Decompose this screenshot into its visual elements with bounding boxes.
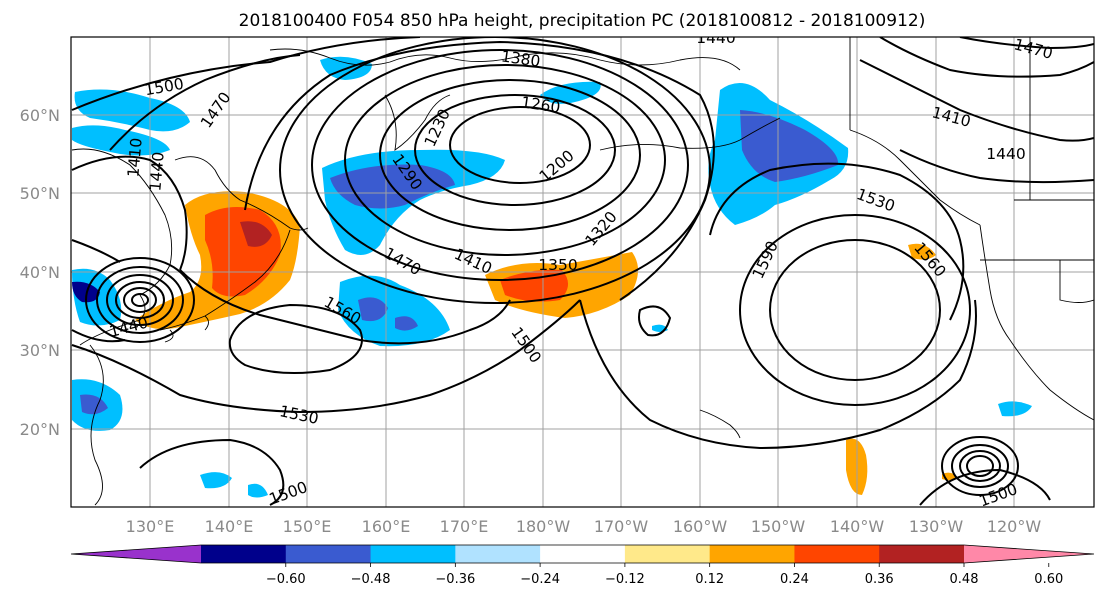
precip-shading <box>72 56 1032 498</box>
colorbar-tick-label: 0.24 <box>780 572 809 587</box>
lat-label: 60°N <box>20 106 60 125</box>
colorbar-swatch <box>370 545 456 563</box>
contour-label: 1440 <box>146 151 167 192</box>
colorbar-swatch <box>794 545 880 563</box>
height-contours <box>71 37 1094 506</box>
colorbar-tick-label: −0.60 <box>266 572 306 587</box>
lon-label: 170°E <box>440 517 489 536</box>
colorbar: −0.60 −0.48 −0.36 −0.24 −0.12 0.12 0.24 0.36 0.4… <box>70 544 1095 587</box>
lon-label: 180°W <box>516 517 571 536</box>
colorbar-tick-label: 0.12 <box>695 572 724 587</box>
colorbar-swatch <box>624 545 711 563</box>
colorbar-swatch <box>709 545 795 563</box>
contour-label: 1410 <box>124 137 145 178</box>
lon-label: 160°E <box>362 517 411 536</box>
contour-label: 1440 <box>696 29 735 47</box>
lat-label: 20°N <box>20 420 60 439</box>
lat-labels: 60°N 50°N 40°N 30°N 20°N <box>20 106 60 439</box>
lon-label: 150°W <box>751 517 806 536</box>
colorbar-tick-label: −0.36 <box>435 572 475 587</box>
colorbar-extend-low <box>71 545 201 563</box>
colorbar-extend-high <box>964 545 1094 563</box>
contour-label: 1380 <box>500 47 542 70</box>
colorbar-swatch <box>201 545 287 563</box>
lon-label: 140°E <box>205 517 254 536</box>
colorbar-tick-label: −0.12 <box>605 572 645 587</box>
colorbar-swatch <box>285 545 372 563</box>
map-panel: 1500 1470 1410 1440 1380 1440 1470 1260 … <box>70 29 1095 508</box>
lon-label: 130°E <box>126 517 175 536</box>
lat-label: 30°N <box>20 341 60 360</box>
lon-labels: 130°E 140°E 150°E 160°E 170°E 180°W 170°… <box>126 517 1042 536</box>
contour-label: 1260 <box>520 93 562 116</box>
contour-label: 1440 <box>986 145 1025 163</box>
colorbar-tick-label: 0.48 <box>950 572 979 587</box>
lat-label: 50°N <box>20 184 60 203</box>
map-frame <box>70 36 1095 508</box>
figure-title: 2018100400 F054 850 hPa height, precipit… <box>239 11 926 31</box>
colorbar-swatch <box>540 545 626 563</box>
colorbar-swatch <box>879 545 965 563</box>
colorbar-tick-label: −0.48 <box>351 572 391 587</box>
colorbar-tick-label: 0.36 <box>865 572 894 587</box>
colorbar-tick-label: 0.60 <box>1034 572 1063 587</box>
lon-label: 160°W <box>673 517 728 536</box>
contour-label: 1350 <box>538 256 577 274</box>
lat-label: 40°N <box>20 263 60 282</box>
colorbar-tick-label: −0.24 <box>520 572 560 587</box>
lon-label: 170°W <box>594 517 649 536</box>
colorbar-swatch <box>455 545 541 563</box>
lon-label: 140°W <box>830 517 885 536</box>
lon-label: 150°E <box>283 517 332 536</box>
coastlines <box>71 37 1094 506</box>
lon-label: 130°W <box>909 517 964 536</box>
colorbar-outline <box>70 544 1095 564</box>
lon-label: 120°W <box>987 517 1042 536</box>
